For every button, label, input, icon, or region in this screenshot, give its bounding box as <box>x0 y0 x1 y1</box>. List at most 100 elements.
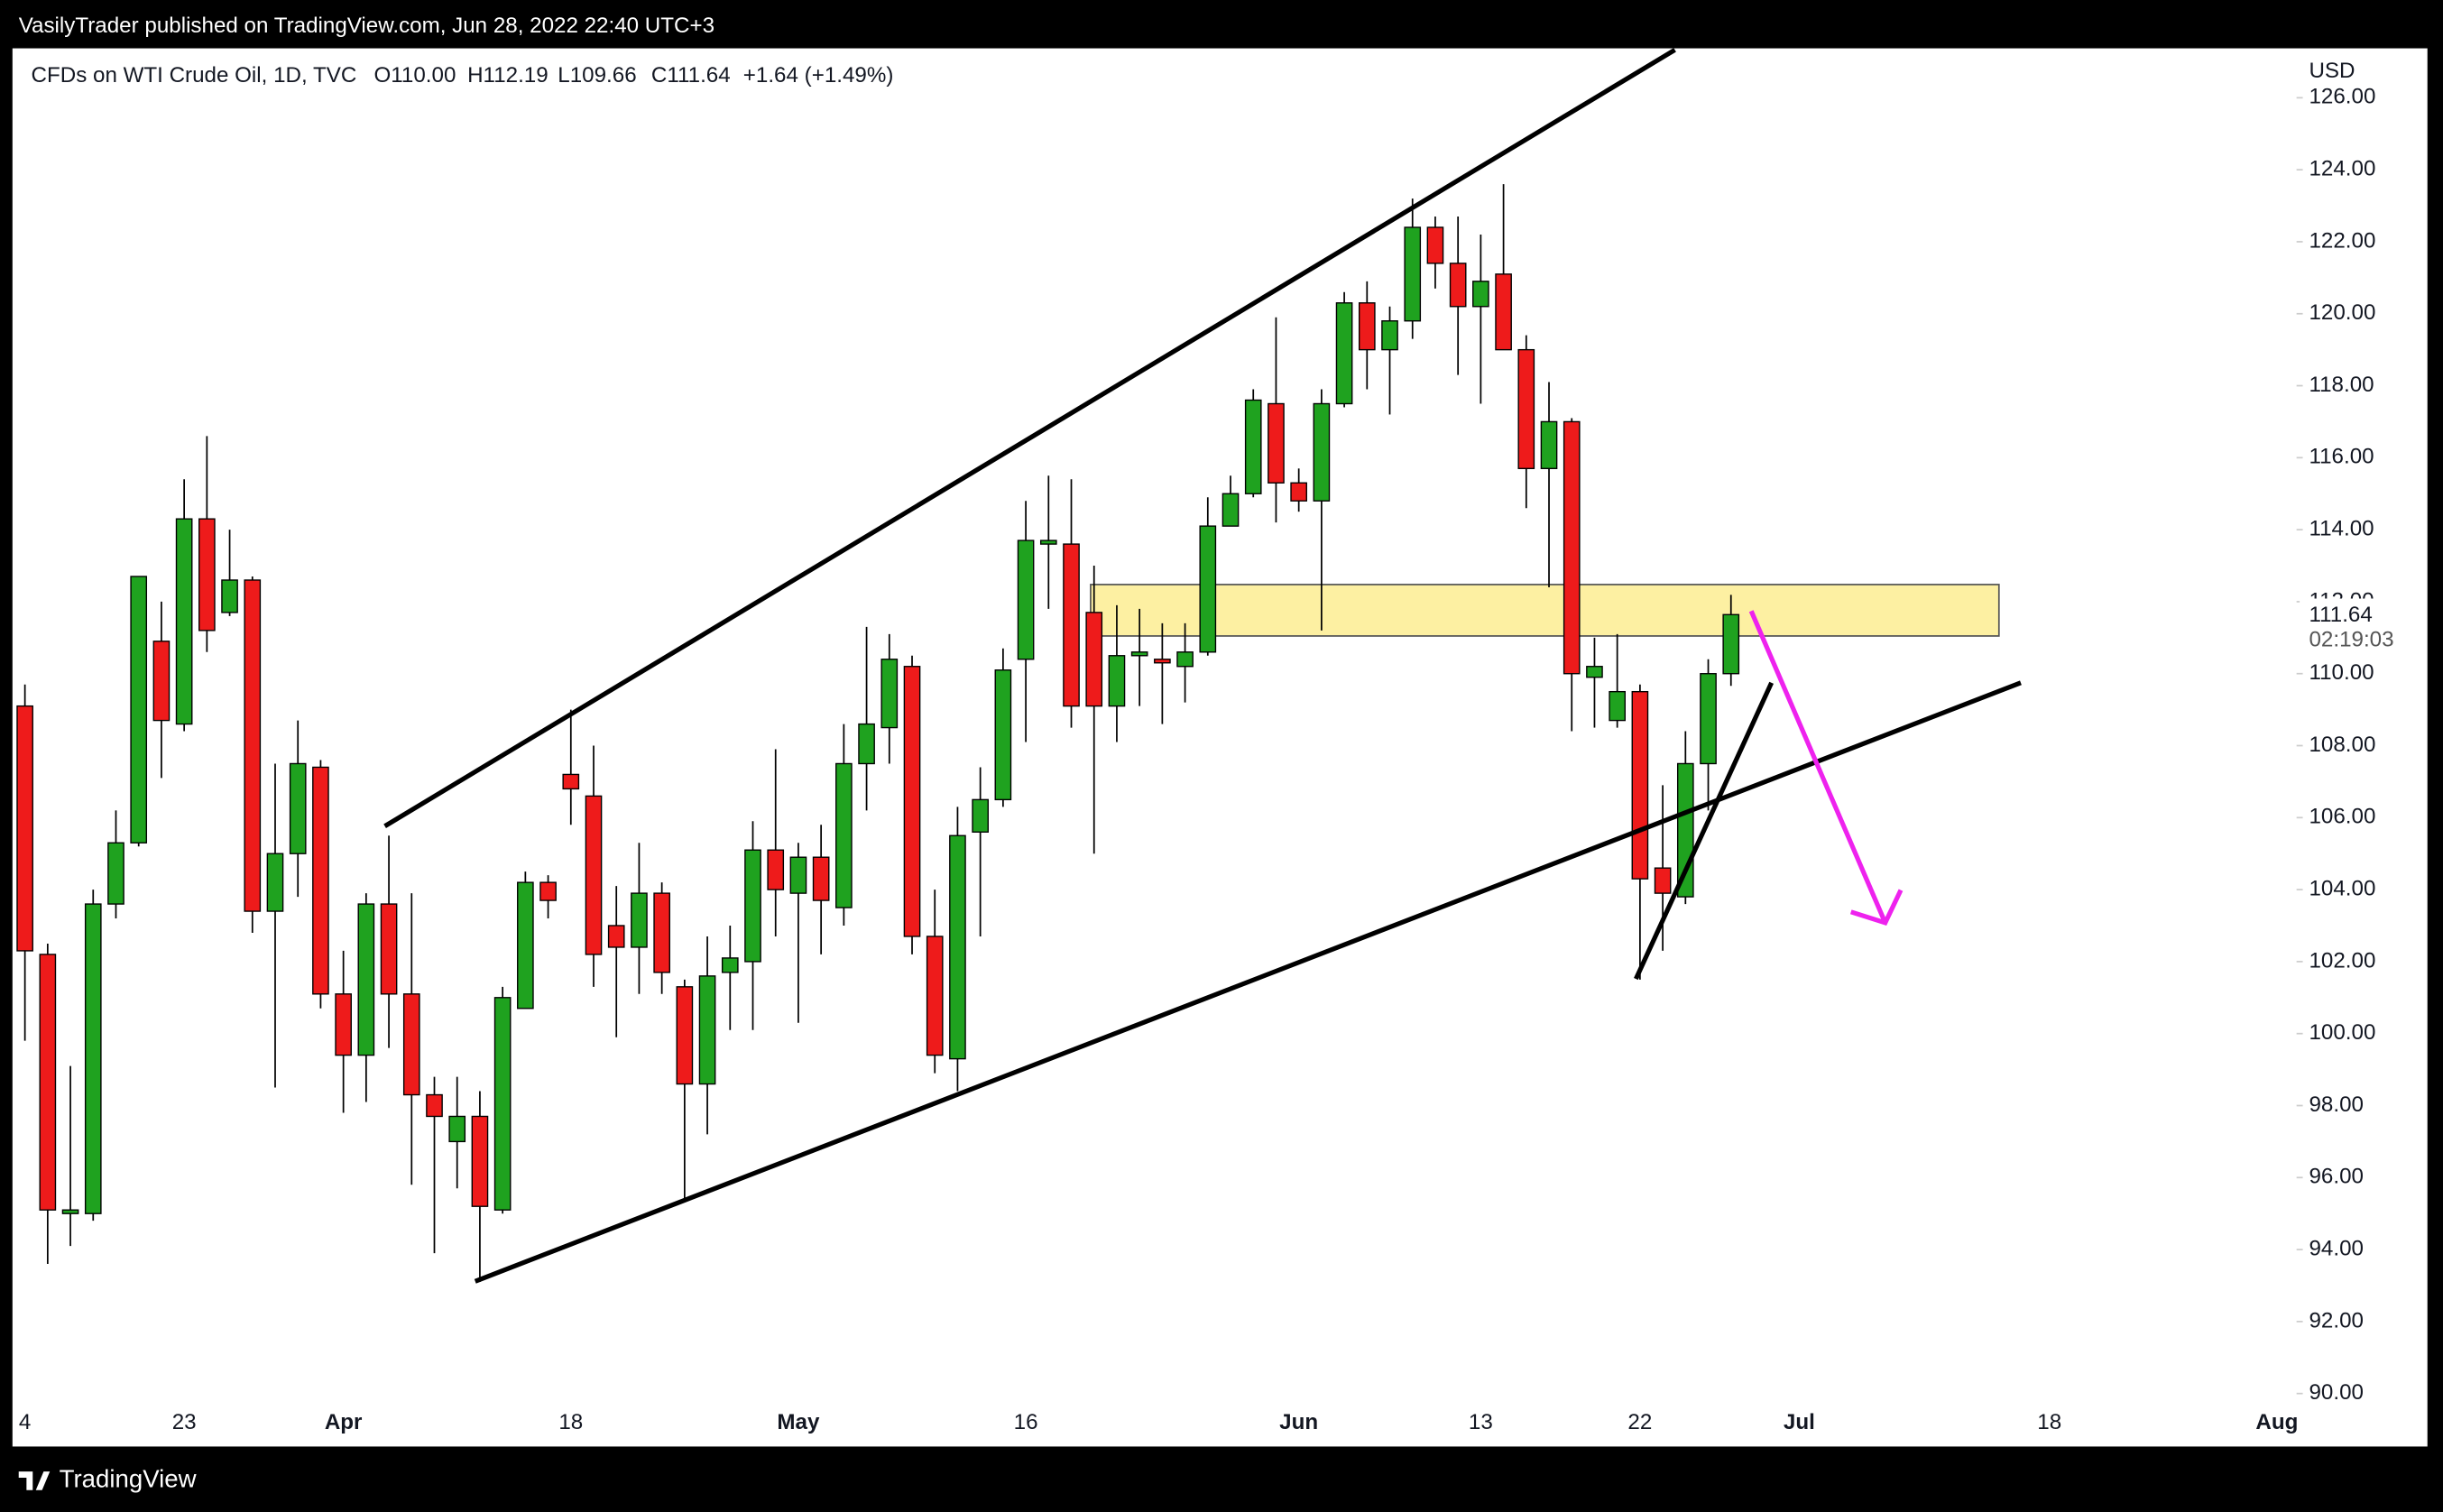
candle-body <box>698 975 716 1085</box>
candle-body <box>1631 690 1649 880</box>
candle-body <box>1039 539 1057 545</box>
candle-body <box>631 892 648 948</box>
candles <box>16 184 1740 1282</box>
x-tick-label: 4 <box>19 1410 31 1434</box>
y-tick-label: 126.00 <box>2309 85 2375 109</box>
candle-body <box>289 762 307 854</box>
candle-body <box>607 925 625 948</box>
logo <box>18 1471 51 1490</box>
candle-body <box>1017 539 1035 660</box>
x-tick-label: Jul <box>1784 1410 1815 1434</box>
y-tick-label: 108.00 <box>2309 733 2375 757</box>
candle-body <box>357 903 375 1056</box>
candle-body <box>493 997 512 1211</box>
candle-body <box>903 666 921 937</box>
candle-body <box>812 856 830 901</box>
candle-body <box>789 856 807 894</box>
upper-channel-line <box>383 48 1676 828</box>
candle-body <box>1517 348 1535 469</box>
candle-body <box>1222 493 1240 527</box>
x-tick-label: 18 <box>558 1410 583 1434</box>
candle-body <box>949 834 966 1060</box>
candle-body <box>721 957 739 973</box>
candle-body <box>244 579 262 912</box>
candle-body <box>880 659 899 729</box>
candle-body <box>1335 302 1353 405</box>
currency: USD <box>2309 59 2355 83</box>
resistance-zone <box>1090 584 2000 637</box>
candle-body <box>1495 273 1512 351</box>
x-tick-label: Apr <box>325 1410 363 1434</box>
candle-body <box>471 1115 489 1207</box>
candle-body <box>1358 302 1376 351</box>
candle-body <box>858 723 875 765</box>
candle-body <box>653 892 670 973</box>
arrow-head <box>1849 889 1904 927</box>
candle-body <box>1472 281 1489 308</box>
candle-body <box>16 705 33 952</box>
time-axis: 4 23 Apr 18 May 16 Jun 13 22 Jul 18 Aug <box>19 1410 2298 1434</box>
x-tick-label: Jun <box>1279 1410 1318 1434</box>
legend-low: L109.66 <box>558 63 636 88</box>
trend-lines <box>383 48 2022 1284</box>
y-tick-label: 106.00 <box>2309 805 2375 829</box>
candle-body <box>767 849 785 890</box>
candle-body <box>676 986 694 1085</box>
y-tick-label: 124.00 <box>2309 157 2375 181</box>
candle-body <box>1268 402 1285 484</box>
rising-line <box>1634 681 1775 981</box>
candle-body <box>1404 226 1422 322</box>
chart-area <box>12 48 2428 1447</box>
candle-body <box>994 669 1012 801</box>
logo-mark <box>18 1471 51 1490</box>
candle-body <box>312 766 329 995</box>
candle-body <box>1426 226 1444 264</box>
candle-body <box>972 798 989 833</box>
candle-body <box>1381 320 1398 351</box>
candle-body <box>1609 690 1626 722</box>
arrow-shaft <box>1748 610 1888 924</box>
last-price-box <box>2300 598 2425 655</box>
x-tick-label: 18 <box>2037 1410 2061 1434</box>
x-tick-label: 22 <box>1627 1410 1652 1434</box>
x-tick-label: May <box>777 1410 820 1434</box>
candle-body <box>152 641 171 722</box>
y-tick-label: 122.00 <box>2309 228 2375 253</box>
drawings <box>1090 584 2000 637</box>
candle-body <box>835 762 853 908</box>
candle-body <box>1586 666 1603 678</box>
candle-body <box>84 903 102 1214</box>
y-tick-label: 96.00 <box>2309 1165 2363 1189</box>
y-tick-label: 92.00 <box>2309 1308 2363 1332</box>
candle-body <box>1449 263 1467 308</box>
y-tick-label: 110.00 <box>2309 660 2374 685</box>
candle-body <box>426 1093 443 1118</box>
y-tick-label: 104.00 <box>2309 876 2375 900</box>
candle-body <box>926 936 944 1056</box>
candle-body <box>1313 402 1331 502</box>
candle-body <box>1063 543 1080 707</box>
candle-body <box>1154 659 1171 664</box>
candle-body <box>1176 651 1194 668</box>
symbol: CFDs on WTI Crude Oil, 1D, TVC <box>32 63 357 88</box>
y-tick-label: 116.00 <box>2309 445 2374 469</box>
countdown: 02:19:03 <box>2309 628 2393 652</box>
legend-close: C111.64 <box>651 63 731 88</box>
candle-body <box>402 993 420 1096</box>
candle-body <box>1654 867 1672 894</box>
y-tick-label: 90.00 <box>2309 1380 2363 1405</box>
candle-body <box>1085 612 1103 707</box>
candle-body <box>1676 762 1694 898</box>
y-tick-label: 100.00 <box>2309 1020 2375 1045</box>
y-tick-label: 114.00 <box>2309 517 2374 541</box>
candle-body <box>175 518 193 725</box>
candle-body <box>1290 482 1307 502</box>
candle-body <box>130 576 148 844</box>
published-line: VasilyTrader published on TradingView.co… <box>19 14 714 38</box>
candle-body <box>221 579 238 613</box>
last-price: 111.64 <box>2309 603 2372 627</box>
candle-body <box>448 1115 466 1143</box>
legend-high: H112.19 <box>467 63 549 88</box>
